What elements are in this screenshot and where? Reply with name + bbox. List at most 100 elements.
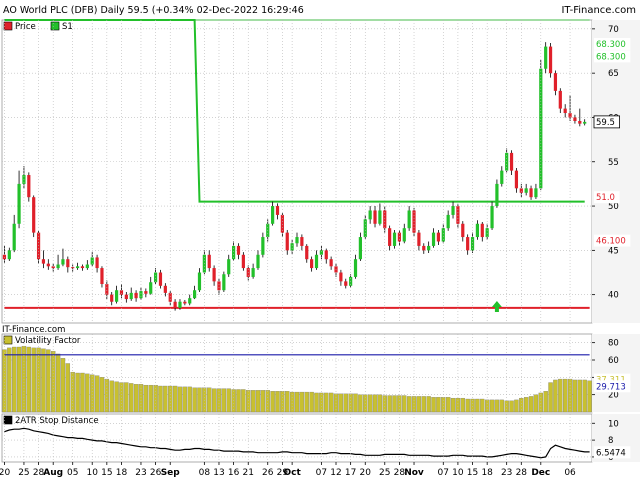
vf-bar [270, 391, 275, 413]
vf-bar [348, 393, 353, 413]
x-tick-label: 18 [481, 468, 493, 478]
y-tick-label: 55 [608, 158, 619, 168]
candle-body [61, 259, 65, 265]
candle-body [300, 237, 304, 246]
candle-body [129, 292, 133, 300]
vf-bar [143, 384, 149, 413]
candle-body [344, 281, 348, 286]
candle-body [119, 290, 124, 295]
vf-bar [90, 374, 95, 413]
x-tick-label: 29 [277, 468, 289, 478]
vf-bar [26, 346, 32, 413]
candle-body [363, 219, 367, 238]
candle-body [514, 170, 519, 189]
vf-bar [65, 363, 71, 413]
candle-body [358, 237, 362, 260]
right-label-bg [594, 50, 631, 63]
candle-body [222, 274, 226, 291]
legend-swatch [3, 21, 13, 31]
vf-bar [343, 393, 348, 413]
candle-body [329, 259, 333, 267]
legend-entry: Price [15, 22, 36, 32]
x-tick-label: 23 [501, 468, 512, 478]
vf-bar [16, 346, 22, 413]
y-tick-label: 40 [608, 291, 619, 301]
vf-bar [480, 398, 485, 413]
candle-body [427, 245, 431, 251]
x-tick-label: Nov [404, 468, 424, 478]
last-value-box [593, 115, 621, 129]
candle-body [524, 188, 528, 193]
candle-body [124, 294, 128, 300]
candle-body [2, 254, 7, 260]
vf-bar [294, 391, 300, 413]
vf-bar [377, 394, 383, 413]
vf-bar [426, 396, 431, 413]
candle-body [339, 272, 343, 282]
brand-label[interactable]: IT-Finance.com [561, 5, 636, 16]
vf-bar [80, 372, 85, 413]
right-value-label: 6.5474 [596, 448, 626, 458]
vf-bar [358, 394, 363, 413]
candle-body [193, 290, 197, 299]
x-tick-label: 17 [345, 468, 356, 478]
vf-bar [572, 379, 578, 413]
candle-body [436, 232, 441, 242]
legend-entry: S1 [62, 22, 73, 32]
x-tick-label: 07 [316, 468, 327, 478]
x-tick-label: 05 [67, 468, 78, 478]
vf-bar [114, 381, 119, 413]
candle-body [212, 268, 216, 282]
vf-bar [324, 392, 329, 413]
vf-bar [489, 399, 495, 413]
vf-bar [226, 388, 231, 413]
candle-body [509, 152, 514, 171]
vf-bar [514, 399, 519, 413]
candle-body [441, 228, 445, 242]
vf-bar [260, 390, 266, 413]
vf-bar [299, 391, 305, 413]
right-value-label: 29.713 [596, 382, 626, 392]
buy-signal-arrow-icon [491, 301, 502, 313]
vf-bar [338, 393, 344, 413]
candle-body [12, 223, 16, 251]
candle-body [529, 188, 533, 198]
candle-body [241, 254, 245, 269]
candle-body [461, 223, 465, 238]
candle-body [41, 259, 46, 264]
candle-body [197, 272, 202, 291]
candle-body [573, 117, 577, 121]
candle-body [7, 250, 11, 260]
vf-bar [416, 396, 422, 413]
vf-bar [202, 387, 207, 413]
x-tick-label: 08 [199, 468, 211, 478]
candle-body [368, 210, 372, 220]
candle-body [305, 245, 309, 260]
candle-body [544, 46, 548, 69]
candle-body [485, 228, 489, 238]
vf-bar [333, 393, 339, 413]
candle-body [285, 232, 289, 251]
vf-bar [158, 385, 163, 413]
vf-bar [319, 392, 324, 413]
vf-bar [124, 382, 129, 413]
candle-body [548, 46, 553, 74]
candle-body [578, 121, 582, 124]
candle-body [32, 197, 36, 233]
vf-bar [494, 399, 500, 413]
vf-bar [275, 391, 280, 413]
candle-body [422, 245, 426, 251]
candle-body [232, 245, 236, 260]
right-value-label: 68.300 [596, 52, 626, 62]
candle-body [495, 183, 499, 207]
candle-body [188, 298, 192, 304]
candle-body [168, 292, 172, 302]
x-tick-label: 13 [213, 468, 224, 478]
vf-bar [70, 371, 75, 413]
x-tick-label: 10 [452, 468, 464, 478]
vf-bar [255, 390, 261, 413]
vf-bar [85, 373, 90, 413]
vf-bar [402, 395, 407, 413]
x-tick-label: 28 [516, 468, 528, 478]
